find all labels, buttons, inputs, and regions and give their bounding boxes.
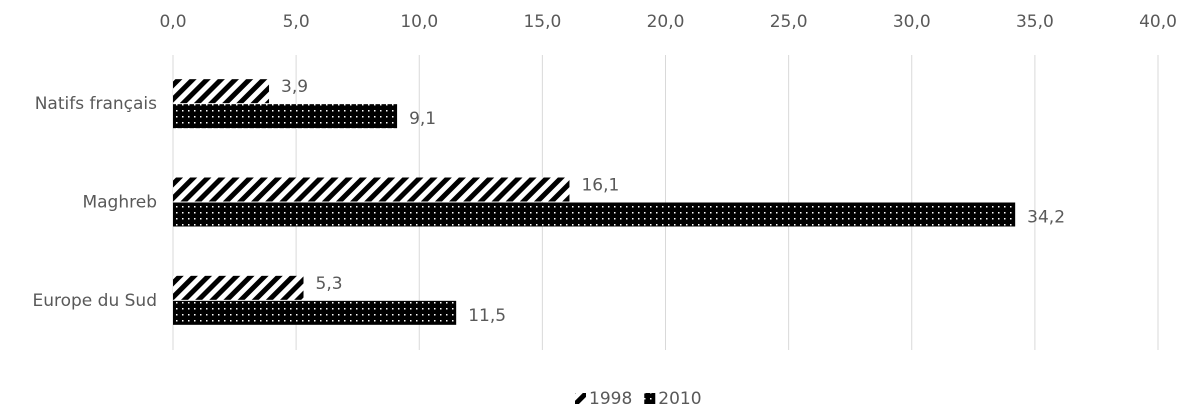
x-tick-label: 5,0 [283, 12, 310, 32]
bar [173, 300, 457, 325]
x-tick-label: 0,0 [159, 12, 186, 32]
value-label: 9,1 [409, 109, 436, 129]
x-tick-label: 35,0 [1016, 12, 1054, 32]
value-label: 34,2 [1027, 208, 1065, 228]
x-tick-label: 40,0 [1139, 12, 1177, 32]
legend-label: 2010 [658, 389, 701, 409]
x-tick-label: 30,0 [893, 12, 931, 32]
x-tick-label: 10,0 [400, 12, 438, 32]
x-tick-label: 20,0 [647, 12, 685, 32]
legend-swatch [575, 393, 586, 404]
value-label: 5,3 [316, 274, 343, 294]
value-label: 11,5 [468, 306, 506, 326]
value-label: 3,9 [281, 77, 308, 97]
x-tick-label: 15,0 [523, 12, 561, 32]
bar [173, 202, 1016, 227]
value-label: 16,1 [581, 176, 619, 196]
bar [173, 104, 398, 129]
y-tick-label: Maghreb [82, 193, 157, 213]
y-tick-label: Europe du Sud [32, 291, 157, 311]
bar [173, 79, 270, 104]
bar [173, 177, 570, 202]
y-tick-label: Natifs français [35, 94, 157, 114]
x-tick-label: 25,0 [770, 12, 808, 32]
bar [173, 275, 304, 300]
legend-swatch [644, 393, 656, 404]
legend-label: 1998 [589, 389, 632, 409]
